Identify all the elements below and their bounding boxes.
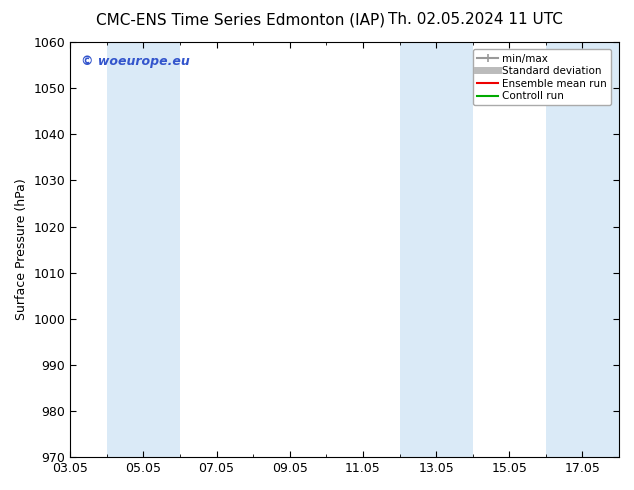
Bar bbox=[546, 42, 619, 457]
Bar bbox=[399, 42, 473, 457]
Text: CMC-ENS Time Series Edmonton (IAP): CMC-ENS Time Series Edmonton (IAP) bbox=[96, 12, 385, 27]
Bar bbox=[107, 42, 180, 457]
Y-axis label: Surface Pressure (hPa): Surface Pressure (hPa) bbox=[15, 179, 28, 320]
Text: © woeurope.eu: © woeurope.eu bbox=[81, 54, 190, 68]
Text: Th. 02.05.2024 11 UTC: Th. 02.05.2024 11 UTC bbox=[388, 12, 563, 27]
Legend: min/max, Standard deviation, Ensemble mean run, Controll run: min/max, Standard deviation, Ensemble me… bbox=[473, 49, 611, 105]
